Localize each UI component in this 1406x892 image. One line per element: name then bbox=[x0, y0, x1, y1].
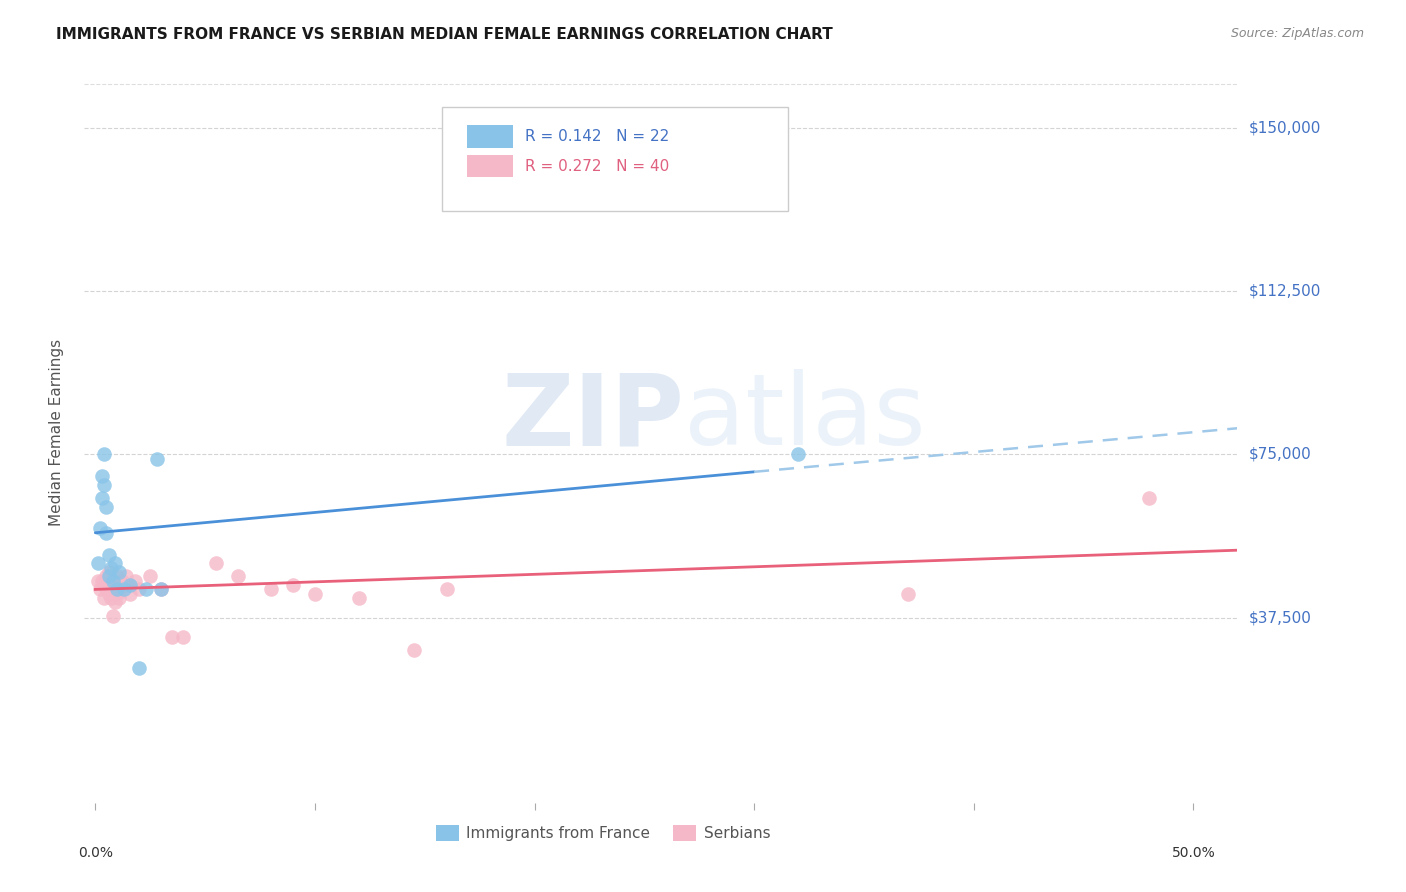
Point bbox=[96, 569, 118, 583]
Point bbox=[124, 574, 146, 588]
Point bbox=[146, 451, 169, 466]
Text: R = 0.142   N = 22: R = 0.142 N = 22 bbox=[524, 129, 669, 144]
Text: ZIP: ZIP bbox=[501, 369, 683, 467]
Point bbox=[226, 569, 249, 583]
Point bbox=[260, 582, 283, 597]
Point bbox=[96, 582, 118, 597]
Point bbox=[205, 556, 228, 570]
Point bbox=[93, 447, 115, 461]
Point bbox=[112, 582, 135, 597]
Point bbox=[120, 587, 142, 601]
Point bbox=[108, 591, 131, 606]
Point bbox=[104, 556, 127, 570]
Point bbox=[128, 582, 150, 597]
Y-axis label: Median Female Earnings: Median Female Earnings bbox=[49, 339, 63, 526]
Point bbox=[128, 661, 150, 675]
Point bbox=[100, 560, 122, 574]
FancyBboxPatch shape bbox=[467, 126, 513, 147]
Point bbox=[150, 582, 173, 597]
Text: atlas: atlas bbox=[683, 369, 925, 467]
Point bbox=[89, 582, 111, 597]
Text: IMMIGRANTS FROM FRANCE VS SERBIAN MEDIAN FEMALE EARNINGS CORRELATION CHART: IMMIGRANTS FROM FRANCE VS SERBIAN MEDIAN… bbox=[56, 27, 832, 42]
Point bbox=[89, 521, 111, 535]
Point bbox=[112, 578, 135, 592]
Point bbox=[108, 565, 131, 579]
Point bbox=[139, 569, 162, 583]
Point bbox=[402, 643, 425, 657]
Point bbox=[897, 587, 920, 601]
Point bbox=[105, 569, 128, 583]
Point bbox=[105, 582, 128, 597]
Point bbox=[160, 630, 183, 644]
Text: $112,500: $112,500 bbox=[1249, 284, 1320, 299]
Text: $150,000: $150,000 bbox=[1249, 120, 1320, 136]
Text: R = 0.272   N = 40: R = 0.272 N = 40 bbox=[524, 159, 669, 174]
Point bbox=[93, 478, 115, 492]
Point bbox=[100, 578, 122, 592]
FancyBboxPatch shape bbox=[467, 155, 513, 178]
Point bbox=[101, 582, 124, 597]
Point bbox=[115, 569, 138, 583]
Point bbox=[93, 591, 115, 606]
Point bbox=[86, 556, 108, 570]
Point bbox=[97, 569, 120, 583]
Point bbox=[97, 565, 120, 579]
FancyBboxPatch shape bbox=[441, 107, 787, 211]
Text: $75,000: $75,000 bbox=[1249, 447, 1310, 462]
Point bbox=[96, 525, 118, 540]
Point bbox=[100, 591, 122, 606]
Text: Source: ZipAtlas.com: Source: ZipAtlas.com bbox=[1230, 27, 1364, 40]
Legend: Immigrants from France, Serbians: Immigrants from France, Serbians bbox=[430, 819, 776, 847]
Point bbox=[135, 582, 157, 597]
Point bbox=[90, 491, 112, 505]
Point bbox=[86, 574, 108, 588]
Point bbox=[347, 591, 370, 606]
Point bbox=[90, 574, 112, 588]
Point bbox=[172, 630, 194, 644]
Point bbox=[117, 578, 139, 592]
Point bbox=[108, 582, 131, 597]
Point bbox=[1139, 491, 1161, 505]
Point bbox=[93, 574, 115, 588]
Point bbox=[120, 578, 142, 592]
Point bbox=[104, 595, 127, 609]
Point bbox=[96, 500, 118, 514]
Point bbox=[436, 582, 458, 597]
Text: 50.0%: 50.0% bbox=[1171, 847, 1215, 861]
Point bbox=[90, 469, 112, 483]
Point bbox=[97, 548, 120, 562]
Point bbox=[150, 582, 173, 597]
Point bbox=[111, 574, 134, 588]
Point bbox=[281, 578, 304, 592]
Point bbox=[101, 574, 124, 588]
Point bbox=[105, 587, 128, 601]
Point bbox=[304, 587, 326, 601]
Point bbox=[104, 582, 127, 597]
Text: 0.0%: 0.0% bbox=[77, 847, 112, 861]
Point bbox=[101, 608, 124, 623]
Point bbox=[787, 447, 810, 461]
Text: $37,500: $37,500 bbox=[1249, 610, 1312, 625]
Point bbox=[97, 587, 120, 601]
